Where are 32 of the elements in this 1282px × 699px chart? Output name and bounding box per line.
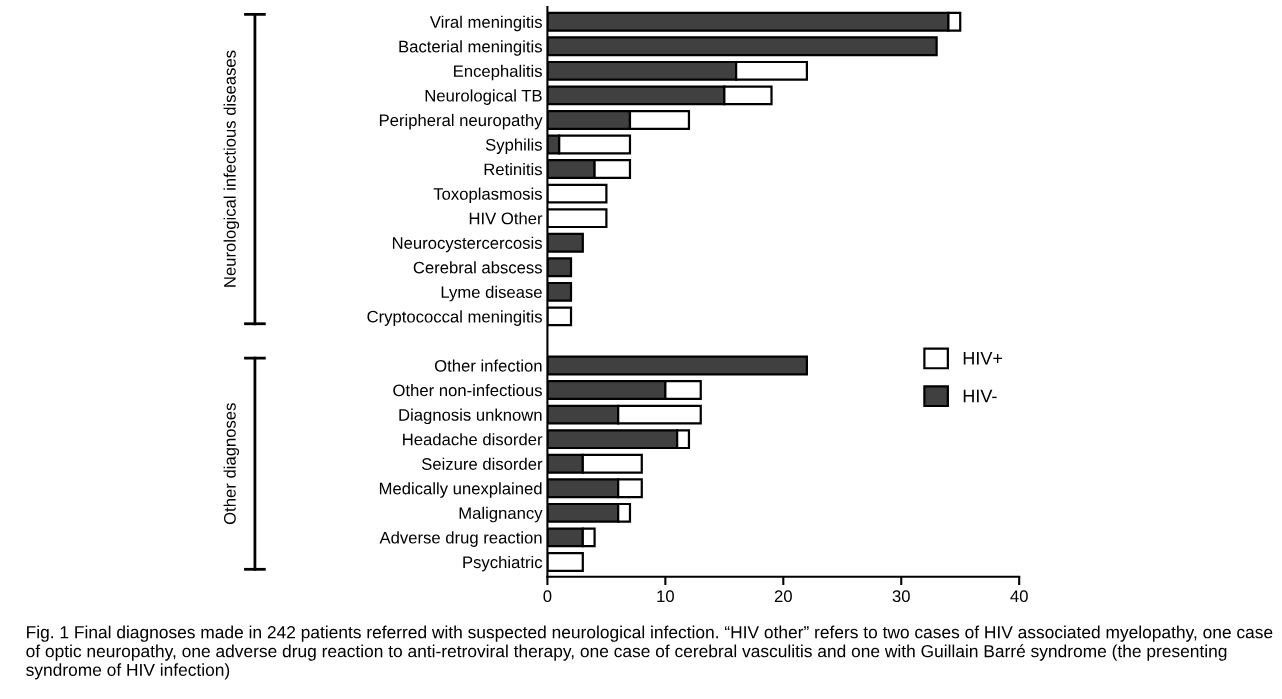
y-tick-label: Lyme disease bbox=[441, 285, 542, 302]
y-tick-label: Medically unexplained bbox=[379, 482, 542, 498]
caption: Fig. 1 Final diagnoses made in 242 patients referred with suspected neurological infection. “HIV other” refers to two cases of HIV associated myelopathy, one case of optic neuropathy, one adverse drug reaction to anti-retroviral therapy, one case of cerebral vasculitis and one with Guillain Barré syndrome (the presenting syndrome of HIV infection) bbox=[26, 625, 1273, 680]
y-tick-label: Toxoplasmosis bbox=[433, 187, 542, 204]
y-tick-label: Psychiatric bbox=[463, 555, 543, 572]
x-tick-label: 20 bbox=[774, 590, 792, 603]
y-tick-label: Adverse drug reaction bbox=[379, 531, 542, 547]
y-tick-label: Malignancy bbox=[459, 506, 543, 523]
text: Other diagnoses bbox=[223, 403, 240, 525]
y-tick-label: Other infection bbox=[434, 359, 542, 372]
y-tick-label: Headache disorder bbox=[403, 433, 543, 446]
legend-label: HIV- bbox=[963, 389, 997, 403]
y-tick-label: Neurological TB bbox=[425, 89, 542, 105]
text: Neurological infectious diseases bbox=[223, 50, 240, 287]
y-tick-label: Retinitis bbox=[484, 163, 542, 176]
y-tick-label: Cerebral abscess bbox=[413, 261, 542, 274]
x-tick-label: 40 bbox=[1010, 590, 1028, 603]
y-tick-label: Seizure disorder bbox=[421, 457, 543, 470]
y-tick-label: Other non-infectious bbox=[393, 384, 542, 397]
x-tick-label: 10 bbox=[657, 590, 674, 603]
y-tick-label: Diagnosis unknown bbox=[399, 408, 542, 425]
y-tick-label: Syphilis bbox=[485, 138, 542, 154]
y-tick-label: Viral meningitis bbox=[429, 15, 542, 32]
y-tick-label: Cryptococcal meningitis bbox=[367, 310, 542, 326]
y-tick-label: HIV Other bbox=[469, 212, 543, 225]
y-tick-label: Bacterial meningitis bbox=[399, 40, 542, 56]
x-tick-label: 30 bbox=[892, 590, 910, 603]
legend-label: HIV+ bbox=[963, 352, 1003, 365]
y-tick-label: Encephalitis bbox=[454, 64, 542, 81]
y-tick-label: Peripheral neuropathy bbox=[379, 113, 543, 130]
x-tick-label: 0 bbox=[543, 590, 552, 603]
y-tick-label: Neurocystercercosis bbox=[392, 236, 542, 253]
